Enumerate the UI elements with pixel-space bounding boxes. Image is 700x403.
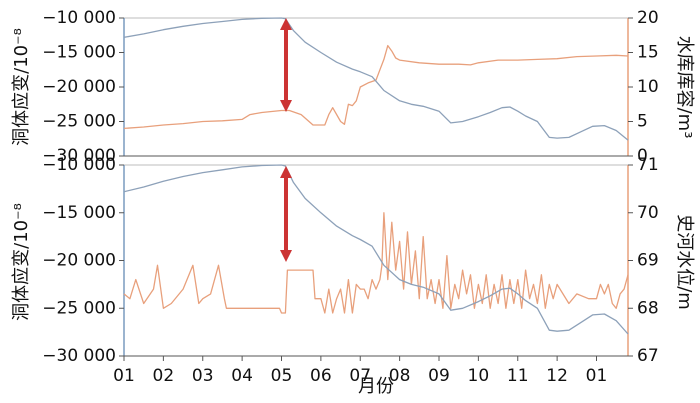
left-tick-label: −10 000 bbox=[42, 8, 116, 28]
x-axis-title: 月份 bbox=[358, 376, 394, 397]
right-tick-label: 0 bbox=[637, 146, 648, 166]
bottom-right-axis-title: 史河水位/m bbox=[674, 214, 695, 310]
x-tick-label: 11 bbox=[507, 366, 529, 386]
top-right-axis-title: 水库库容/m³ bbox=[674, 36, 695, 139]
top-left-ticks: −10 000 −15 000 −20 000 −25 000 −30 000 bbox=[42, 8, 124, 166]
x-tick-label: 02 bbox=[153, 366, 175, 386]
left-tick-label: −10 000 bbox=[42, 155, 116, 175]
x-tick-label: 05 bbox=[271, 366, 293, 386]
x-tick-label: 09 bbox=[428, 366, 450, 386]
series-line-strain bbox=[123, 164, 629, 335]
right-tick-label: 10 bbox=[637, 77, 659, 97]
bottom-series-group bbox=[123, 164, 629, 335]
left-tick-label: −30 000 bbox=[42, 146, 116, 166]
x-tick-label: 06 bbox=[310, 366, 332, 386]
series-line-secondary bbox=[123, 44, 629, 130]
series-line-strain bbox=[123, 17, 629, 141]
left-tick-label: −25 000 bbox=[42, 298, 116, 318]
left-tick-label: −20 000 bbox=[42, 251, 116, 271]
right-tick-label: 69 bbox=[637, 251, 659, 271]
top-series-group bbox=[123, 17, 629, 141]
x-tick-label: 01 bbox=[113, 366, 135, 386]
series-line-secondary bbox=[123, 212, 629, 314]
bottom-plot-area bbox=[123, 164, 629, 357]
x-tick-label: 08 bbox=[389, 366, 411, 386]
x-tick-label: 01 bbox=[586, 366, 608, 386]
left-tick-label: −15 000 bbox=[42, 43, 116, 63]
bottom-left-axis-title: 洞体应变/10⁻⁸ bbox=[11, 203, 32, 321]
bottom-left-ticks: −10 000 −15 000 −20 000 −25 000 −30 000 bbox=[42, 155, 124, 366]
right-tick-label: 67 bbox=[637, 346, 659, 366]
left-tick-label: −25 000 bbox=[42, 112, 116, 132]
right-tick-label: 68 bbox=[637, 298, 659, 318]
left-tick-label: −30 000 bbox=[42, 346, 116, 366]
left-tick-label: −15 000 bbox=[42, 203, 116, 223]
top-left-axis-title: 洞体应变/10⁻⁸ bbox=[11, 28, 32, 146]
right-tick-label: 20 bbox=[637, 8, 659, 28]
x-tick-label: 07 bbox=[349, 366, 371, 386]
right-tick-label: 5 bbox=[637, 112, 648, 132]
bottom-x-ticks: 01 02 03 04 05 06 07 08 09 10 11 12 01 bbox=[113, 356, 607, 386]
right-tick-label: 15 bbox=[637, 43, 659, 63]
x-tick-label: 10 bbox=[468, 366, 490, 386]
x-tick-label: 04 bbox=[231, 366, 253, 386]
bottom-right-ticks: 67 68 69 70 71 bbox=[628, 155, 659, 366]
right-tick-label: 71 bbox=[637, 155, 659, 175]
x-tick-label: 12 bbox=[546, 366, 568, 386]
top-plot-area bbox=[123, 17, 629, 157]
top-right-ticks: 0 5 10 15 20 bbox=[628, 8, 659, 166]
right-tick-label: 70 bbox=[637, 203, 659, 223]
bottom-panel: −10 000 −15 000 −20 000 −25 000 −30 000 67 68… bbox=[11, 155, 695, 397]
top-panel: −10 000 −15 000 −20 000 −25 000 −30 000 0 5 10… bbox=[11, 8, 695, 166]
x-tick-label: 03 bbox=[192, 366, 214, 386]
left-tick-label: −20 000 bbox=[42, 77, 116, 97]
